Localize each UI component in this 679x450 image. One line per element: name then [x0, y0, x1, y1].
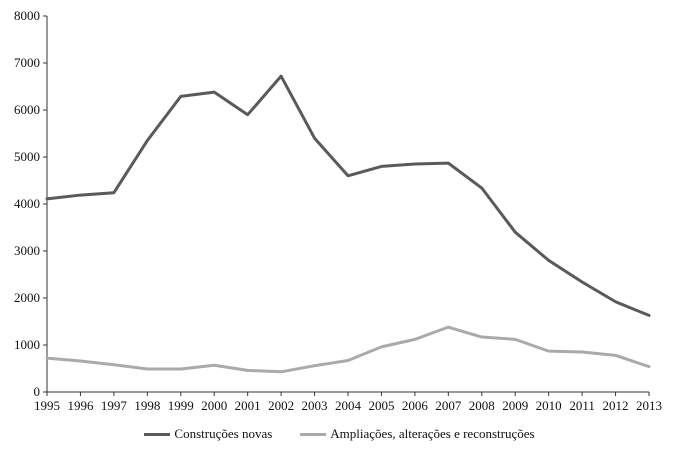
x-tick-label: 2002	[268, 398, 294, 413]
legend-item-construcoes: Construções novas	[144, 426, 272, 442]
line-chart: 0 1000 2000 3000 4000 5000 6000 7000 8000 1995 199…	[14, 8, 662, 413]
y-tick-label: 2000	[14, 290, 40, 305]
x-tick-label: 2000	[201, 398, 227, 413]
y-tick-label: 1000	[14, 337, 40, 352]
y-tick-label: 4000	[14, 196, 40, 211]
x-tick-label: 2001	[235, 398, 261, 413]
x-tick-label: 2012	[603, 398, 629, 413]
series-lines	[45, 74, 651, 374]
x-tick-label: 1997	[101, 398, 128, 413]
legend-label-construcoes: Construções novas	[174, 426, 273, 441]
y-tick-label: 0	[34, 384, 41, 399]
x-tick-label: 2004	[335, 398, 362, 413]
x-tick-label: 1995	[34, 398, 60, 413]
x-tick-label: 2013	[636, 398, 662, 413]
series-line-0	[45, 74, 651, 317]
x-tick-label: 2006	[402, 398, 429, 413]
x-tick-label: 2009	[502, 398, 528, 413]
y-tick-label: 7000	[14, 55, 40, 70]
x-tick-label: 2008	[469, 398, 495, 413]
y-tick-label: 5000	[14, 149, 40, 164]
axes: 0 1000 2000 3000 4000 5000 6000 7000 8000 1995 199…	[14, 8, 662, 413]
y-tick-label: 6000	[14, 102, 40, 117]
legend-swatch-ampliacoes	[300, 432, 327, 436]
series-line-1	[45, 325, 651, 374]
legend-swatch-construcoes	[144, 432, 171, 436]
x-tick-label: 1998	[134, 398, 160, 413]
legend: Construções novas Ampliações, alterações…	[0, 426, 679, 442]
x-tick-label: 2007	[435, 398, 462, 413]
y-tick-label: 8000	[14, 8, 40, 23]
x-tick-label: 2011	[569, 398, 595, 413]
legend-label-ampliacoes: Ampliações, alterações e reconstruções	[330, 426, 535, 441]
x-tick-label: 1996	[67, 398, 94, 413]
x-tick-label: 1999	[168, 398, 194, 413]
y-tick-label: 3000	[14, 243, 40, 258]
x-tick-label: 2010	[536, 398, 562, 413]
x-tick-label: 2003	[302, 398, 328, 413]
x-tick-label: 2005	[368, 398, 394, 413]
legend-item-ampliacoes: Ampliações, alterações e reconstruções	[300, 426, 535, 442]
